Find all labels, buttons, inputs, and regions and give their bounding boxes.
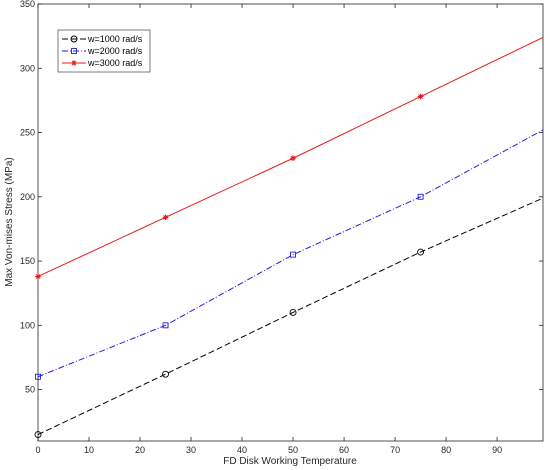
ticks-layer: 0 10 20 30 40 50 60 70 80 90 50 100 150 200 250 300 350	[20, 0, 543, 455]
y-tick-label: 350	[20, 0, 35, 9]
series-line	[37, 129, 544, 378]
x-tick-label: 10	[84, 445, 94, 455]
x-tick-label: 80	[441, 445, 451, 455]
legend: w=1000 rad/s w=2000 rad/s w=3000 rad/s	[57, 29, 151, 73]
series-2	[35, 129, 544, 380]
x-tick-label: 70	[390, 445, 400, 455]
marker-circle	[417, 248, 425, 256]
x-tick-label: 90	[492, 445, 502, 455]
marker-square	[71, 48, 77, 54]
series-line	[37, 197, 544, 436]
y-tick-label: 300	[20, 63, 35, 73]
y-tick-label: 250	[20, 128, 35, 138]
x-tick-label: 0	[35, 445, 40, 455]
marker-circle	[162, 370, 169, 378]
legend-label: w=2000 rad/s	[87, 46, 143, 56]
series-layer	[34, 36, 544, 439]
marker-asterisk	[71, 60, 77, 66]
marker-circle	[70, 35, 78, 43]
marker-circle	[34, 431, 42, 439]
y-tick-label: 100	[20, 320, 35, 330]
legend-label: w=3000 rad/s	[87, 58, 143, 68]
marker-square	[290, 251, 297, 258]
y-tick-label: 150	[20, 256, 35, 266]
marker-asterisk	[417, 93, 424, 100]
marker-circle	[289, 309, 297, 316]
marker-square	[162, 322, 169, 329]
series-3	[35, 36, 544, 280]
marker-asterisk	[290, 155, 296, 162]
marker-square	[35, 373, 41, 380]
x-axis-title: FD Disk Working Temperature	[223, 456, 357, 467]
plot-area	[37, 3, 544, 442]
marker-square	[417, 193, 424, 200]
y-tick-label: 200	[20, 192, 35, 202]
x-tick-label: 20	[135, 445, 145, 455]
y-axis-title: Max Von-mises Stress (MPa)	[4, 157, 15, 286]
legend-label: w=1000 rad/s	[87, 34, 143, 44]
series-1	[34, 197, 544, 439]
x-tick-label: 60	[339, 445, 349, 455]
y-tick-label: 50	[25, 385, 35, 395]
marker-asterisk	[35, 273, 41, 280]
x-tick-label: 40	[237, 445, 247, 455]
marker-asterisk	[162, 214, 169, 221]
x-tick-label: 30	[186, 445, 196, 455]
x-tick-label: 50	[288, 445, 298, 455]
